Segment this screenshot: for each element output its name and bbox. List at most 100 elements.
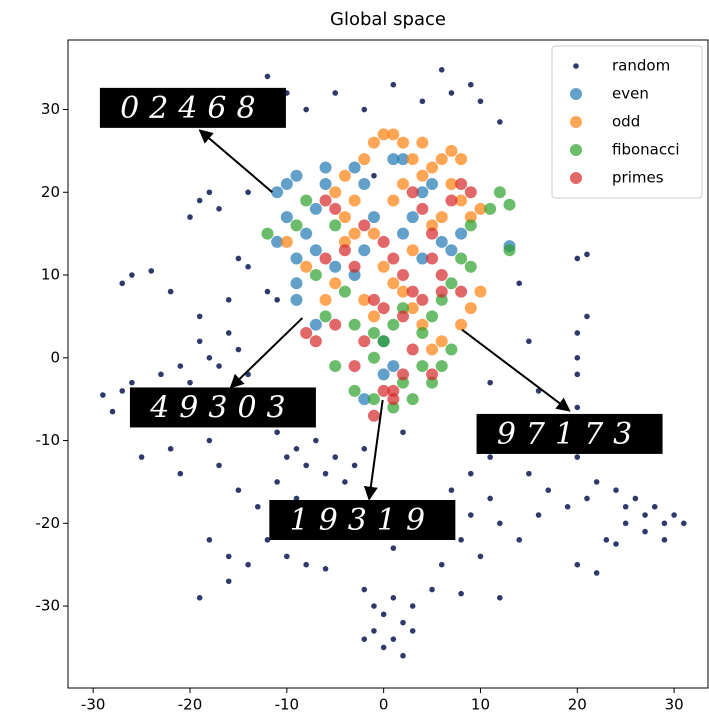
point bbox=[426, 178, 439, 190]
point bbox=[358, 244, 371, 257]
point bbox=[348, 360, 361, 373]
point bbox=[516, 537, 522, 543]
point bbox=[280, 178, 293, 190]
point bbox=[348, 227, 361, 240]
point bbox=[426, 252, 439, 265]
point bbox=[338, 211, 351, 224]
point bbox=[319, 161, 332, 174]
point bbox=[455, 227, 468, 240]
point bbox=[497, 520, 503, 527]
point bbox=[642, 528, 648, 535]
point bbox=[358, 335, 371, 348]
point bbox=[671, 512, 677, 518]
point bbox=[387, 318, 400, 331]
point bbox=[477, 98, 484, 105]
point bbox=[348, 161, 361, 174]
point bbox=[206, 537, 213, 543]
point bbox=[445, 244, 458, 257]
point bbox=[535, 512, 542, 518]
point bbox=[426, 227, 439, 240]
legend-label: even bbox=[612, 85, 649, 103]
point bbox=[206, 354, 213, 361]
chart-title: Global space bbox=[330, 9, 446, 30]
point bbox=[593, 479, 600, 485]
point bbox=[448, 487, 455, 494]
point bbox=[367, 326, 380, 339]
point bbox=[426, 368, 439, 381]
digit-label: 19319 bbox=[290, 503, 435, 538]
point bbox=[632, 495, 639, 502]
point bbox=[332, 454, 339, 460]
point bbox=[487, 379, 493, 386]
point bbox=[303, 106, 309, 113]
point bbox=[319, 293, 332, 306]
point bbox=[390, 81, 397, 88]
point bbox=[426, 343, 439, 356]
point bbox=[377, 368, 390, 381]
point bbox=[206, 437, 213, 444]
point bbox=[290, 293, 303, 306]
legend: random even odd fibonacci primes bbox=[551, 45, 703, 199]
point bbox=[300, 227, 313, 240]
point bbox=[196, 197, 203, 204]
point bbox=[464, 186, 477, 199]
digit-image bbox=[99, 87, 286, 128]
point bbox=[235, 487, 242, 494]
point bbox=[338, 285, 351, 298]
point bbox=[367, 293, 380, 306]
x-tick-label: -30 bbox=[81, 696, 106, 714]
point bbox=[397, 310, 410, 323]
point bbox=[158, 371, 164, 378]
point bbox=[309, 202, 322, 215]
point bbox=[474, 202, 487, 215]
point bbox=[416, 169, 429, 182]
point bbox=[438, 561, 445, 568]
digit-image bbox=[129, 387, 316, 428]
point bbox=[526, 338, 532, 345]
point bbox=[377, 335, 390, 348]
point bbox=[367, 136, 380, 149]
point bbox=[129, 272, 135, 278]
legend-marker bbox=[570, 144, 582, 156]
point bbox=[187, 379, 193, 386]
point bbox=[458, 590, 464, 597]
point bbox=[455, 153, 468, 166]
point bbox=[119, 280, 126, 287]
point bbox=[196, 338, 203, 345]
point bbox=[435, 360, 448, 373]
point bbox=[406, 211, 419, 224]
point bbox=[177, 363, 184, 369]
point bbox=[280, 211, 293, 224]
arrow bbox=[461, 328, 571, 412]
point bbox=[367, 310, 380, 323]
point bbox=[409, 603, 416, 609]
point bbox=[397, 285, 410, 298]
point bbox=[397, 136, 410, 149]
point bbox=[661, 537, 668, 543]
legend-label: random bbox=[612, 57, 670, 75]
point bbox=[216, 462, 222, 469]
point bbox=[319, 194, 332, 207]
point bbox=[264, 73, 271, 80]
point bbox=[387, 384, 400, 397]
point bbox=[458, 537, 464, 543]
point bbox=[329, 219, 342, 232]
point bbox=[300, 260, 313, 273]
point bbox=[367, 393, 380, 406]
point bbox=[464, 211, 477, 224]
point bbox=[397, 376, 410, 389]
point bbox=[119, 388, 126, 394]
legend-label: fibonacci bbox=[612, 141, 680, 159]
point bbox=[400, 619, 406, 626]
point bbox=[574, 255, 581, 262]
point bbox=[329, 318, 342, 331]
point bbox=[322, 470, 329, 477]
point bbox=[309, 244, 322, 257]
point bbox=[387, 153, 400, 166]
legend-marker bbox=[570, 88, 582, 100]
point bbox=[196, 313, 203, 320]
point bbox=[487, 454, 493, 460]
point bbox=[503, 198, 516, 211]
point bbox=[390, 594, 397, 601]
point bbox=[651, 503, 658, 510]
